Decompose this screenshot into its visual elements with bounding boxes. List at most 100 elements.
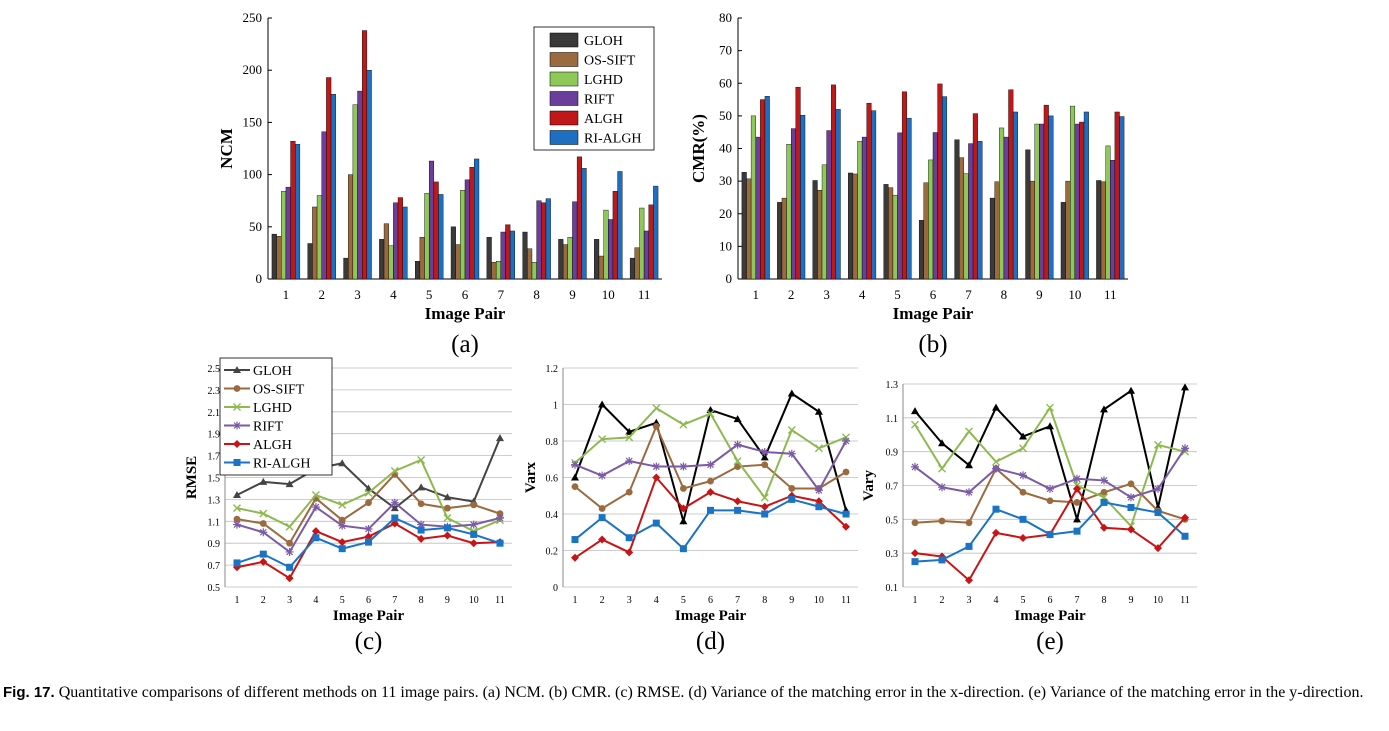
- chart-e-xtick-label: 4: [994, 595, 999, 606]
- chart-d-ytick-label: 0.6: [546, 474, 559, 485]
- chart-a-bar-algh-9: [577, 157, 582, 279]
- chart-e-point-rift-4: [992, 465, 1000, 473]
- chart-e-point-os-sift-9: [1128, 480, 1135, 487]
- chart-c-point-os-sift-2: [260, 520, 267, 527]
- chart-c-ytick-label: 0.5: [208, 583, 221, 594]
- chart-d-point-ri-algh-2: [599, 514, 606, 521]
- chart-e-point-ri-algh-11: [1182, 533, 1189, 540]
- chart-c-point-os-sift-10: [470, 501, 477, 508]
- chart-c-xtick-label: 5: [340, 595, 345, 606]
- chart-c-point-ri-algh-1: [234, 559, 241, 566]
- chart-d-point-gloh-5: [679, 517, 687, 524]
- chart-c-point-os-sift-8: [418, 500, 425, 507]
- chart-d-point-algh-3: [625, 548, 633, 556]
- chart-e-point-ri-algh-2: [939, 556, 946, 563]
- chart-a-ytick-label: 250: [243, 10, 263, 25]
- chart-d-point-os-sift-3: [626, 489, 633, 496]
- chart-a-ylabel: NCM: [217, 128, 236, 169]
- chart-e-point-ri-algh-4: [993, 506, 1000, 513]
- chart-e-ylabel: Vary: [861, 469, 877, 501]
- chart-e-point-rift-1: [911, 463, 919, 471]
- chart-a-bar-algh-1: [291, 141, 296, 279]
- chart-b-bar-lghd-4: [857, 141, 862, 279]
- chart-c-point-ri-algh-11: [497, 540, 504, 547]
- chart-c-point-ri-algh-6: [365, 539, 372, 546]
- chart-b-bar-gloh-1: [742, 172, 747, 279]
- chart-d-point-os-sift-11: [843, 469, 850, 476]
- figure-caption: Fig. 17. Quantitative comparisons of dif…: [3, 681, 1387, 704]
- chart-a-bar-lghd-2: [317, 195, 322, 279]
- chart-b-bar-rift-3: [827, 131, 832, 279]
- chart-d-ytick-label: 0.4: [546, 510, 559, 521]
- chart-d-point-rift-1: [571, 461, 579, 469]
- chart-b-bar-rift-10: [1075, 124, 1080, 279]
- chart-b-bar-lghd-3: [822, 165, 827, 279]
- chart-d-point-ri-algh-9: [788, 496, 795, 503]
- chart-e-point-algh-5: [1019, 534, 1027, 542]
- chart-b-bar-lghd-6: [928, 160, 933, 279]
- chart-b-bar-algh-8: [1009, 90, 1014, 279]
- chart-a-bar-gloh-10: [594, 239, 599, 279]
- chart-a-legend-label-algh: ALGH: [584, 112, 623, 127]
- chart-b-xtick-label: 8: [1001, 287, 1008, 302]
- chart-c-xtick-label: 8: [419, 595, 424, 606]
- chart-a-bar-rift-1: [286, 187, 291, 279]
- chart-a-ytick-label: 200: [243, 62, 263, 77]
- chart-b-bar-rift-6: [933, 133, 938, 279]
- chart-a-bar-lghd-4: [389, 246, 394, 279]
- chart-a-bar-os-sift-1: [277, 236, 282, 279]
- chart-e-point-gloh-11: [1181, 383, 1189, 390]
- chart-a-legend-label-rift: RIFT: [584, 93, 615, 108]
- chart-d-xtick-label: 6: [708, 595, 713, 606]
- chart-a-legend-swatch-gloh: [550, 33, 578, 47]
- chart-d-xtick-label: 10: [814, 595, 824, 606]
- chart-a-xtick-label: 7: [498, 287, 505, 302]
- chart-a-bar-rift-5: [429, 161, 434, 279]
- chart-b-bar-gloh-2: [777, 202, 782, 279]
- chart-b-xtick-label: 7: [965, 287, 972, 302]
- chart-e-ytick-label: 0.3: [886, 549, 899, 560]
- chart-b-bar-ri-algh-4: [871, 111, 876, 279]
- chart-d-point-os-sift-5: [680, 485, 687, 492]
- chart-a-bar-os-sift-3: [348, 175, 353, 279]
- chart-b-bar-algh-10: [1079, 122, 1084, 279]
- chart-e-point-gloh-1: [911, 407, 919, 414]
- chart-d-xtick-label: 3: [627, 595, 632, 606]
- chart-a-bar-os-sift-6: [456, 245, 461, 279]
- chart-a-bar-rift-8: [537, 201, 542, 279]
- chart-b-bar-os-sift-2: [782, 198, 787, 279]
- chart-c-ytick-label: 1.5: [208, 474, 221, 485]
- chart-a-bar-gloh-2: [308, 244, 313, 279]
- chart-b-xtick-label: 6: [930, 287, 937, 302]
- chart-e-xtick-label: 1: [913, 595, 918, 606]
- chart-a-bar-gloh-3: [344, 258, 349, 279]
- chart-b-bar-gloh-10: [1061, 202, 1066, 279]
- chart-a-bar-ri-algh-8: [546, 199, 551, 279]
- chart-c-point-rift-2: [259, 528, 267, 536]
- chart-e-point-lghd-2: [939, 465, 946, 472]
- chart-a-bar-rift-6: [465, 180, 470, 279]
- chart-e-point-rift-8: [1100, 476, 1108, 484]
- chart-b-ytick-label: 20: [719, 206, 732, 221]
- chart-d-ytick-label: 0: [553, 583, 558, 594]
- chart-c-point-rift-10: [470, 521, 478, 529]
- chart-a-bar-algh-4: [398, 198, 403, 279]
- chart-b-bar-gloh-9: [1026, 150, 1031, 279]
- chart-d-point-rift-6: [707, 461, 715, 469]
- chart-d-point-rift-8: [761, 448, 769, 456]
- chart-a-bar-lghd-11: [639, 208, 644, 279]
- chart-d-point-gloh-9: [788, 390, 796, 397]
- chart-c-point-rift-4: [312, 503, 320, 511]
- chart-d-point-rift-4: [652, 463, 660, 471]
- chart-d-point-ri-algh-6: [707, 507, 714, 514]
- chart-b-bar-ri-algh-10: [1084, 112, 1089, 279]
- chart-e-point-ri-algh-7: [1074, 528, 1081, 535]
- chart-b-bar-lghd-7: [964, 174, 969, 279]
- chart-b-bar-ri-algh-7: [978, 141, 983, 279]
- chart-c-point-ri-algh-9: [444, 524, 451, 531]
- chart-c-point-ri-algh-4: [312, 534, 319, 541]
- chart-e-xtick-label: 5: [1021, 595, 1026, 606]
- chart-b-bar-rift-4: [862, 137, 867, 279]
- chart-b-panel-label: (b): [918, 331, 947, 358]
- chart-b-xlabel: Image Pair: [893, 304, 974, 323]
